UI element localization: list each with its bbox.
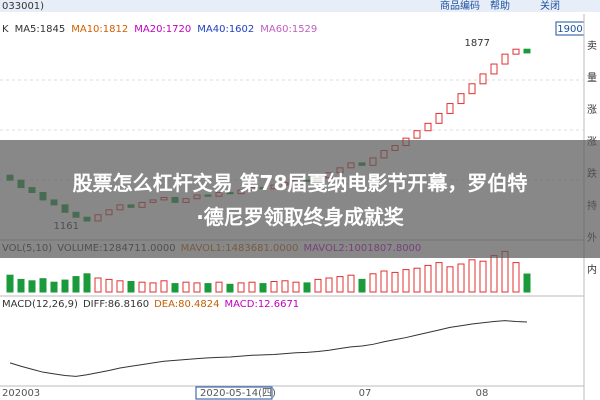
volume-bar bbox=[204, 283, 212, 293]
price-box-text: 1900 bbox=[557, 24, 582, 35]
volume-bar bbox=[160, 280, 168, 293]
volume-bar bbox=[94, 277, 102, 293]
right-tab: 内 bbox=[587, 263, 597, 276]
indicator: MA40:1602 bbox=[197, 24, 254, 35]
candle bbox=[446, 103, 454, 114]
candle bbox=[501, 53, 509, 65]
date-label: 2020-05-14(四) bbox=[200, 388, 276, 399]
indicator: MA10:1812 bbox=[71, 24, 128, 35]
candle bbox=[523, 48, 531, 54]
volume-bar bbox=[237, 282, 245, 293]
volume-bar bbox=[512, 262, 520, 293]
overlay-title: 股票怎么杠杆交易 第78届戛纳电影节开幕，罗伯特 bbox=[73, 171, 528, 195]
volume-bar bbox=[39, 278, 47, 293]
volume-bar bbox=[457, 263, 465, 293]
volume-bar bbox=[6, 274, 14, 293]
candle bbox=[468, 83, 476, 95]
volume-bar bbox=[127, 281, 135, 293]
volume-bar bbox=[138, 281, 146, 293]
volume-bar bbox=[490, 255, 498, 293]
candle bbox=[457, 93, 465, 105]
macd-label: DIFF:86.8160 bbox=[83, 299, 149, 310]
macd-label: MACD(12,26,9) bbox=[2, 299, 78, 310]
volume-bar bbox=[479, 260, 487, 293]
overlay-title: ·德尼罗领取终身成就奖 bbox=[196, 205, 405, 229]
macd-label: DEA:80.4824 bbox=[154, 299, 219, 310]
date-label: 07 bbox=[359, 388, 372, 399]
overlay-band bbox=[0, 140, 600, 258]
date-label: 202003 bbox=[2, 388, 40, 399]
menu-item[interactable]: 关闭 bbox=[540, 0, 560, 12]
volume-bar bbox=[193, 282, 201, 293]
volume-bar bbox=[259, 283, 267, 293]
volume-bar bbox=[380, 270, 388, 293]
candle bbox=[479, 73, 487, 85]
volume-bar bbox=[17, 278, 25, 293]
overlay-line: 股票怎么杠杆交易 第78届戛纳电影节开幕，罗伯特 bbox=[73, 171, 528, 195]
volume-bar bbox=[292, 281, 300, 293]
diff-line bbox=[9, 320, 528, 377]
volume-bar bbox=[215, 281, 223, 293]
candle bbox=[512, 48, 520, 55]
volume-bar bbox=[28, 280, 36, 293]
indicator: MA20:1720 bbox=[134, 24, 191, 35]
volume-bar bbox=[468, 259, 476, 293]
volume-bar bbox=[281, 280, 289, 293]
volume-bar bbox=[358, 278, 366, 293]
volume-bar bbox=[149, 282, 157, 293]
menu-item[interactable]: 帮助 bbox=[490, 0, 510, 12]
volume-bar bbox=[182, 281, 190, 293]
volume-bar bbox=[83, 273, 91, 293]
code: 033001) bbox=[2, 1, 44, 12]
right-tab: 涨 bbox=[587, 104, 597, 116]
overlay-line: ·德尼罗领取终身成就奖 bbox=[196, 205, 405, 229]
right-tab: 卖 bbox=[587, 40, 597, 52]
candle bbox=[435, 112, 443, 124]
volume-bar bbox=[402, 269, 410, 293]
volume-bar bbox=[303, 282, 311, 293]
volume-bar bbox=[391, 271, 399, 293]
volume-bar bbox=[336, 276, 344, 293]
date-cursor bbox=[195, 386, 273, 400]
volume-bar bbox=[270, 281, 278, 293]
high-label: 1877 bbox=[465, 38, 490, 49]
volume-bar bbox=[248, 281, 256, 293]
menu-item[interactable]: 商品编码 bbox=[440, 0, 480, 12]
header-bar bbox=[0, 0, 600, 12]
volume-bar bbox=[105, 278, 113, 293]
candle bbox=[490, 63, 498, 75]
volume-bar bbox=[446, 266, 454, 293]
volume-bar bbox=[171, 283, 179, 293]
volume-bar bbox=[347, 274, 355, 293]
volume-bar bbox=[314, 278, 322, 293]
volume-bar bbox=[116, 280, 124, 293]
indicator: MA60:1529 bbox=[260, 24, 317, 35]
volume-bar bbox=[369, 273, 377, 293]
volume-bar bbox=[226, 283, 234, 293]
date-label: 08 bbox=[476, 388, 489, 399]
volume-bar bbox=[523, 273, 531, 293]
candle bbox=[424, 122, 432, 132]
right-tab: 量 bbox=[587, 72, 597, 84]
candle bbox=[413, 130, 421, 139]
volume-bar bbox=[424, 264, 432, 293]
volume-bar bbox=[435, 262, 443, 293]
indicator: MA5:1845 bbox=[15, 24, 66, 35]
volume-bar bbox=[413, 267, 421, 293]
volume-bar bbox=[50, 281, 58, 293]
macd-label: MACD:12.6671 bbox=[224, 299, 299, 310]
volume-bar bbox=[72, 276, 80, 293]
indicator: K bbox=[2, 24, 9, 35]
volume-bar bbox=[325, 277, 333, 293]
volume-bar bbox=[61, 279, 69, 293]
